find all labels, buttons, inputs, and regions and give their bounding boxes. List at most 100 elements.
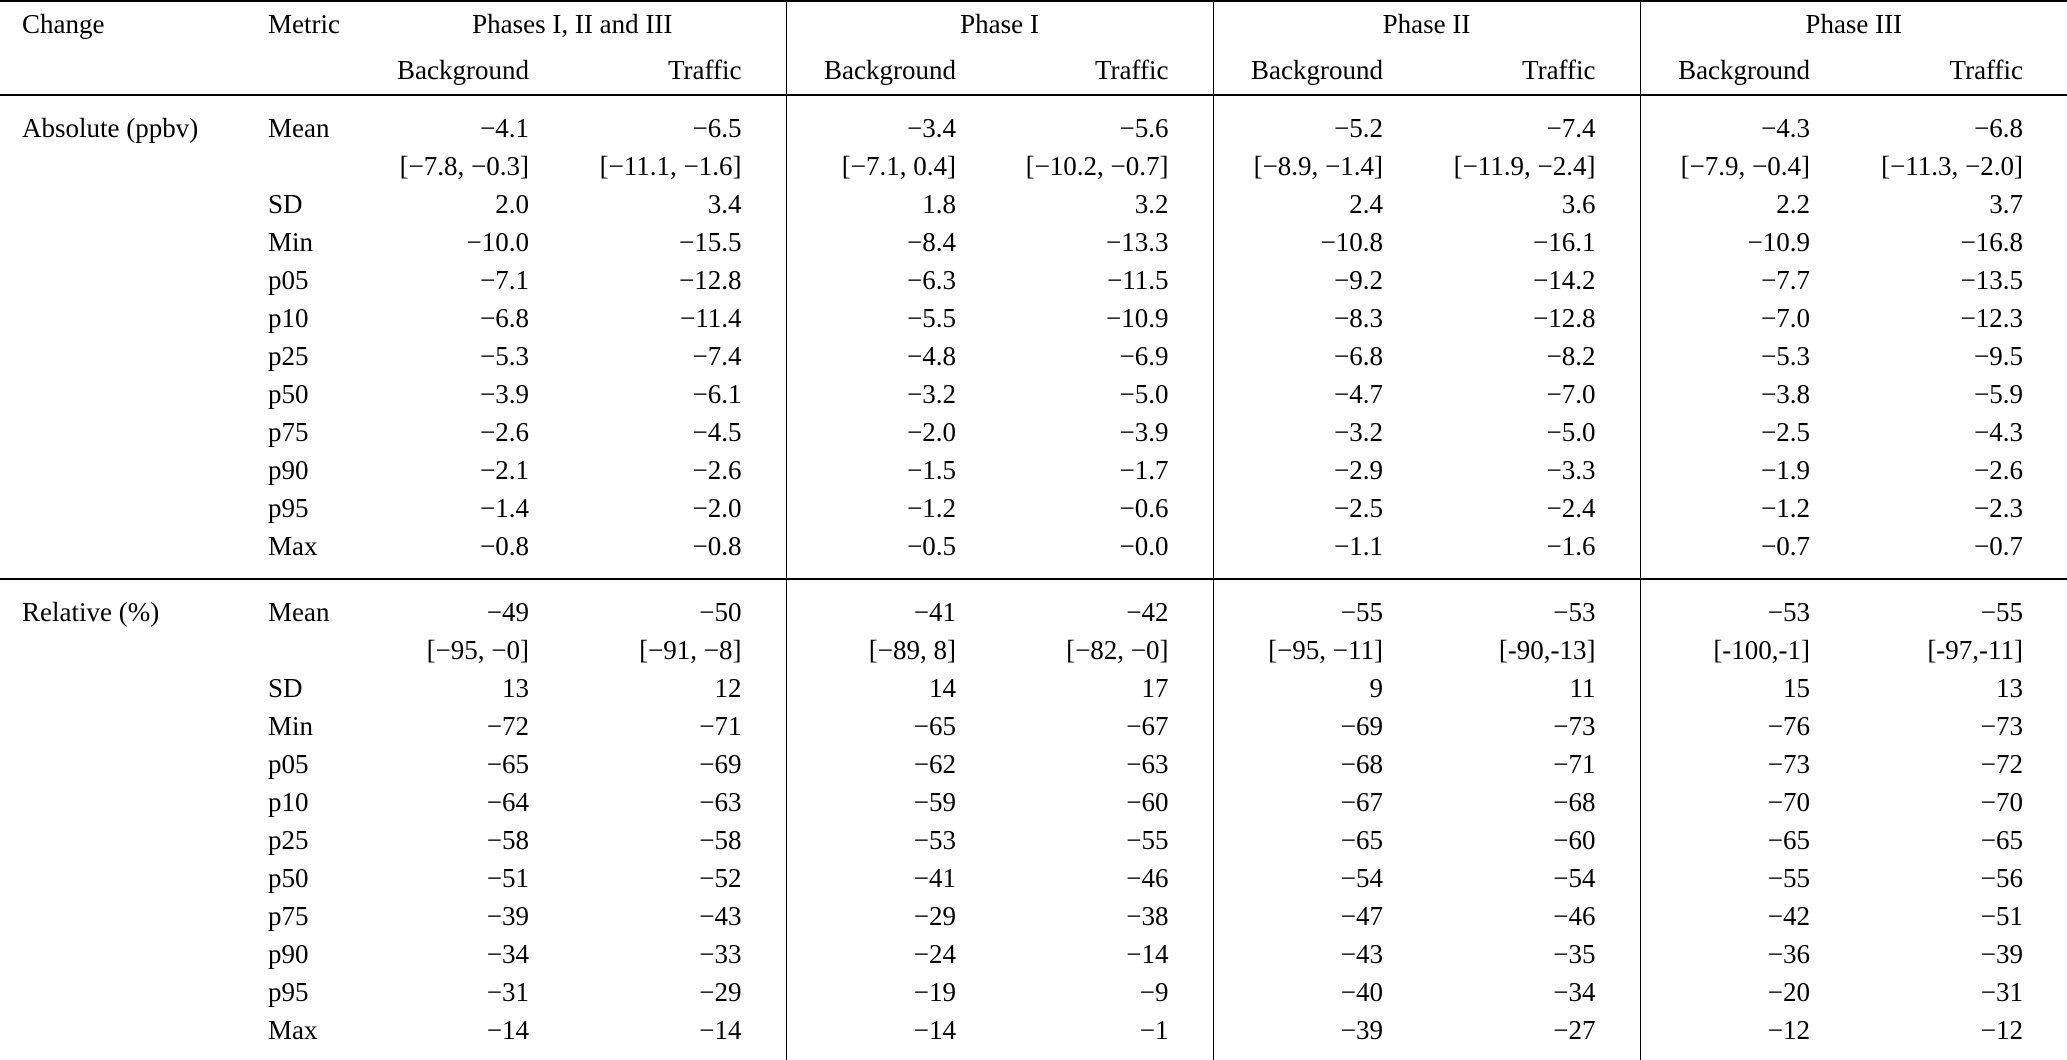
cell-value: −9.2 xyxy=(1212,261,1428,299)
cell-value: −53 xyxy=(1427,578,1641,631)
cell-value: −2.0 xyxy=(692,492,742,523)
row-label-metric xyxy=(246,631,359,669)
cell-value: [-100,-1] xyxy=(1639,631,1855,669)
table-row: p90 −2.1 −2.6 −1.5 −1.7 −2.9 −3.3 −1.9 −2.6 xyxy=(0,451,2067,489)
cell-value: −1.9 xyxy=(1639,451,1855,489)
cell-value: −65 xyxy=(486,748,529,779)
row-label-change xyxy=(0,185,246,223)
cell-value: −1.5 xyxy=(785,451,1000,489)
table-row: p25 −58 −58 −53 −55 −65 −60 −65 −65 xyxy=(0,821,2067,859)
table-row: p50 −51 −52 −41 −46 −54 −54 −55 −56 xyxy=(0,859,2067,897)
cell-value: −67 xyxy=(1126,710,1169,741)
cell-value: 2.4 xyxy=(1212,185,1428,223)
cell-value: −65 xyxy=(1639,821,1855,859)
cell-value: −3.2 xyxy=(785,375,1000,413)
table-row: SD 2.0 3.4 1.8 3.2 2.4 3.6 2.2 3.7 xyxy=(0,185,2067,223)
cell-value: 15 xyxy=(1639,669,1855,707)
cell-value: [−11.1, −1.6] xyxy=(599,150,742,181)
cell-value: −31 xyxy=(486,976,529,1007)
row-label-change xyxy=(0,669,246,707)
cell-value: −0.0 xyxy=(1119,530,1169,561)
cell-value: 3.4 xyxy=(707,188,742,219)
cell-value: −12.3 xyxy=(1960,302,2024,333)
cell-value: [−10.2, −0.7] xyxy=(1025,150,1169,181)
cell-value: [−95, −0] xyxy=(426,634,529,665)
cell-value: −1.6 xyxy=(1546,530,1596,561)
cell-value: −0.5 xyxy=(785,527,1000,579)
row-label-change xyxy=(0,489,246,527)
cell-value: −9 xyxy=(1139,976,1169,1007)
cell-value: −41 xyxy=(785,578,1000,631)
table-row: p05 −65 −69 −62 −63 −68 −71 −73 −72 xyxy=(0,745,2067,783)
cell-value: [-90,-13] xyxy=(1498,634,1596,665)
cell-value: −12 xyxy=(1980,1014,2024,1045)
cell-value: [−91, −8] xyxy=(639,634,742,665)
subcolumn-header: Background xyxy=(1212,46,1428,96)
cell-value: −10.0 xyxy=(466,226,529,257)
row-label-metric: Mean xyxy=(246,578,359,631)
row-label-metric: p50 xyxy=(268,862,309,893)
cell-value: −4.1 xyxy=(359,94,573,147)
table-row: Max −14 −14 −14 −1 −39 −27 −12 −12 xyxy=(0,1011,2067,1060)
cell-value: −16.1 xyxy=(1533,226,1596,257)
cell-value: −5.0 xyxy=(1119,378,1169,409)
row-label-metric: p75 xyxy=(268,416,309,447)
row-label-change xyxy=(0,147,246,185)
subcolumn-header: Background xyxy=(359,46,573,96)
cell-value: −15.5 xyxy=(679,226,742,257)
subcolumn-header: Background xyxy=(1639,46,1855,96)
cell-value: 3.6 xyxy=(1561,188,1596,219)
row-label-metric: SD xyxy=(268,672,303,703)
row-label-metric: p05 xyxy=(268,264,309,295)
row-label-change: Absolute (ppbv) xyxy=(0,94,246,147)
table-row: p50 −3.9 −6.1 −3.2 −5.0 −4.7 −7.0 −3.8 −5.9 xyxy=(0,375,2067,413)
cell-value: −1 xyxy=(1139,1014,1169,1045)
cell-value: −0.6 xyxy=(1119,492,1169,523)
row-label-metric: p25 xyxy=(268,340,309,371)
cell-value: 14 xyxy=(785,669,1000,707)
cell-value: −73 xyxy=(1980,710,2024,741)
cell-value: −16.8 xyxy=(1960,226,2024,257)
cell-value: −3.4 xyxy=(785,94,1000,147)
cell-value: −0.8 xyxy=(692,530,742,561)
row-label-metric: p95 xyxy=(268,492,309,523)
cell-value: −6.8 xyxy=(1854,94,2067,147)
cell-value: −53 xyxy=(1639,578,1855,631)
cell-value: −39 xyxy=(1980,938,2024,969)
cell-value: −53 xyxy=(785,821,1000,859)
row-label-metric: Min xyxy=(268,710,314,741)
cell-value: −20 xyxy=(1639,973,1855,1011)
table-row: p95 −31 −29 −19 −9 −40 −34 −20 −31 xyxy=(0,973,2067,1011)
table-row: Max −0.8 −0.8 −0.5 −0.0 −1.1 −1.6 −0.7 −0.7 xyxy=(0,527,2067,579)
subcolumn-header-row: Background Traffic Background Traffic Backgr… xyxy=(0,46,2067,96)
cell-value: −3.8 xyxy=(1639,375,1855,413)
cell-value: −40 xyxy=(1212,973,1428,1011)
cell-value: [−11.9, −2.4] xyxy=(1453,150,1596,181)
cell-value: −14.2 xyxy=(1533,264,1596,295)
row-label-metric: Min xyxy=(268,226,314,257)
row-label-change xyxy=(0,973,246,1011)
header-spacer xyxy=(246,46,359,96)
cell-value: −60 xyxy=(1126,786,1169,817)
row-label-metric xyxy=(246,147,359,185)
cell-value: −54 xyxy=(1212,859,1428,897)
row-label-metric: p10 xyxy=(268,786,309,817)
cell-value: −46 xyxy=(1553,900,1596,931)
cell-value: −29 xyxy=(699,976,742,1007)
cell-value: −71 xyxy=(699,710,742,741)
cell-value: −1.7 xyxy=(1119,454,1169,485)
cell-value: −2.6 xyxy=(480,416,529,447)
cell-value: −63 xyxy=(1126,748,1169,779)
cell-value: −67 xyxy=(1212,783,1428,821)
table-row: p75 −2.6 −4.5 −2.0 −3.9 −3.2 −5.0 −2.5 −4.3 xyxy=(0,413,2067,451)
row-label-change xyxy=(0,527,246,579)
phase-group-header: Phase III xyxy=(1639,1,2067,46)
cell-value: 11 xyxy=(1569,672,1596,703)
cell-value: −6.3 xyxy=(785,261,1000,299)
cell-value: −2.0 xyxy=(785,413,1000,451)
cell-value: −72 xyxy=(486,710,529,741)
table-row: p05 −7.1 −12.8 −6.3 −11.5 −9.2 −14.2 −7.7 −13.5 xyxy=(0,261,2067,299)
cell-value: 12 xyxy=(714,672,742,703)
